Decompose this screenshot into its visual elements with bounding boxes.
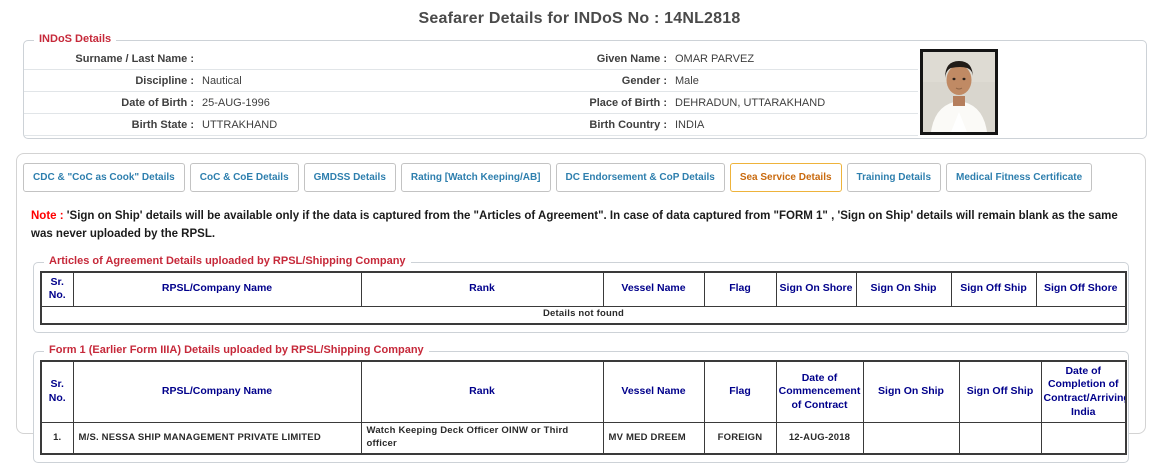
cell-sign-on-ship — [862, 422, 960, 455]
tab-cdc-coc-as-cook-details[interactable]: CDC & "CoC as Cook" Details — [23, 163, 185, 192]
cell-company: M/S. NESSA SHIP MANAGEMENT PRIVATE LIMIT… — [72, 422, 362, 455]
indos-details-legend: INDoS Details — [34, 33, 117, 45]
birth-country-label: Birth Country : — [589, 118, 667, 131]
tab-training-details[interactable]: Training Details — [846, 163, 942, 192]
col-date-of-completion: Date of Completion of Contract/Arriving … — [1040, 360, 1127, 424]
tab-gmdss-details[interactable]: GMDSS Details — [303, 163, 396, 192]
col-flag: Flag — [703, 360, 777, 424]
indos-row-name: Surname / Last Name : Given Name : OMAR … — [24, 48, 918, 70]
tab-rating-watch-keeping-ab[interactable]: Rating [Watch Keeping/AB] — [400, 163, 551, 192]
discipline-value: Nautical — [202, 74, 242, 87]
tab-dc-endorsement-cop-details[interactable]: DC Endorsement & CoP Details — [555, 163, 725, 192]
gender-label: Gender : — [621, 74, 667, 87]
given-name-label: Given Name : — [596, 52, 667, 65]
col-rank: Rank — [360, 271, 604, 307]
col-sr-no: Sr. No. — [40, 360, 74, 424]
cell-sr-no: 1. — [40, 422, 74, 455]
tab-sea-service-details[interactable]: Sea Service Details — [729, 163, 842, 192]
form1-header-row: Sr. No. RPSL/Company Name Rank Vessel Na… — [40, 360, 1127, 424]
seafarer-photo — [920, 49, 998, 135]
articles-empty-row: Details not found — [40, 305, 1127, 325]
tab-strip: CDC & "CoC as Cook" Details CoC & CoE De… — [17, 154, 1145, 192]
col-rpsl-company-name: RPSL/Company Name — [72, 360, 362, 424]
col-sign-on-ship: Sign On Ship — [862, 360, 960, 424]
form1-legend: Form 1 (Earlier Form IIIA) Details uploa… — [44, 343, 429, 356]
page-title: Seafarer Details for INDoS No : 14NL2818 — [418, 10, 741, 27]
indos-details-panel: INDoS Details Surname / Last Name : Give… — [23, 33, 1147, 139]
date-of-birth-label: Date of Birth : — [121, 96, 194, 109]
articles-header-row: Sr. No. RPSL/Company Name Rank Vessel Na… — [40, 271, 1127, 307]
col-sign-off-ship: Sign Off Ship — [950, 271, 1037, 307]
birth-country-value: INDIA — [675, 118, 705, 131]
indos-row-discipline: Discipline : Nautical Gender : Male — [24, 70, 918, 92]
sea-service-panel: Note : 'Sign on Ship' details will be av… — [17, 192, 1145, 463]
indos-details-rows: Surname / Last Name : Given Name : OMAR … — [24, 48, 918, 136]
indos-row-birth: Date of Birth : 25-AUG-1996 Place of Bir… — [24, 92, 918, 114]
cell-vessel: MV MED DREEM — [602, 422, 705, 455]
articles-of-agreement-legend: Articles of Agreement Details uploaded b… — [44, 254, 411, 267]
col-rpsl-company-name: RPSL/Company Name — [72, 271, 362, 307]
date-of-birth-value: 25-AUG-1996 — [202, 96, 270, 109]
articles-table: Sr. No. RPSL/Company Name Rank Vessel Na… — [40, 270, 1127, 325]
col-date-of-commencement: Date of Commencement of Contract — [775, 360, 864, 424]
sign-on-ship-note: Note : 'Sign on Ship' details will be av… — [31, 208, 1131, 244]
col-sr-no: Sr. No. — [40, 271, 74, 307]
articles-of-agreement-section: Articles of Agreement Details uploaded b… — [33, 254, 1129, 333]
col-vessel-name: Vessel Name — [602, 360, 705, 424]
tab-coc-coe-details[interactable]: CoC & CoE Details — [189, 163, 299, 192]
place-of-birth-value: DEHRADUN, UTTARAKHAND — [675, 96, 826, 109]
col-rank: Rank — [360, 360, 604, 424]
indos-row-state-country: Birth State : UTTRAKHAND Birth Country :… — [24, 114, 918, 136]
gender-value: Male — [675, 74, 699, 87]
col-sign-on-ship: Sign On Ship — [855, 271, 952, 307]
discipline-label: Discipline : — [135, 74, 194, 87]
table-row: 1. M/S. NESSA SHIP MANAGEMENT PRIVATE LI… — [40, 422, 1127, 455]
cell-date-completion — [1040, 422, 1127, 455]
surname-label: Surname / Last Name : — [75, 52, 194, 65]
col-flag: Flag — [703, 271, 777, 307]
place-of-birth-label: Place of Birth : — [589, 96, 667, 109]
birth-state-value: UTTRAKHAND — [202, 118, 278, 131]
cell-rank: Watch Keeping Deck Officer OINW or Third… — [360, 422, 604, 455]
cell-date-commencement: 12-AUG-2018 — [775, 422, 864, 455]
note-prefix: Note : — [31, 210, 64, 222]
note-body: 'Sign on Ship' details will be available… — [31, 210, 1118, 240]
col-vessel-name: Vessel Name — [602, 271, 705, 307]
col-sign-off-ship: Sign Off Ship — [958, 360, 1042, 424]
cell-flag: FOREIGN — [703, 422, 777, 455]
birth-state-label: Birth State : — [131, 118, 194, 131]
given-name-value: OMAR PARVEZ — [675, 52, 755, 65]
col-sign-off-shore: Sign Off Shore — [1035, 271, 1127, 307]
tabs-panel: CDC & "CoC as Cook" Details CoC & CoE De… — [16, 153, 1146, 463]
col-sign-on-shore: Sign On Shore — [775, 271, 857, 307]
details-not-found-message: Details not found — [40, 305, 1127, 325]
form1-section: Form 1 (Earlier Form IIIA) Details uploa… — [33, 343, 1129, 463]
tab-medical-fitness-certificate[interactable]: Medical Fitness Certificate — [946, 163, 1093, 192]
cell-sign-off-ship — [958, 422, 1042, 455]
form1-table: Sr. No. RPSL/Company Name Rank Vessel Na… — [40, 359, 1127, 455]
